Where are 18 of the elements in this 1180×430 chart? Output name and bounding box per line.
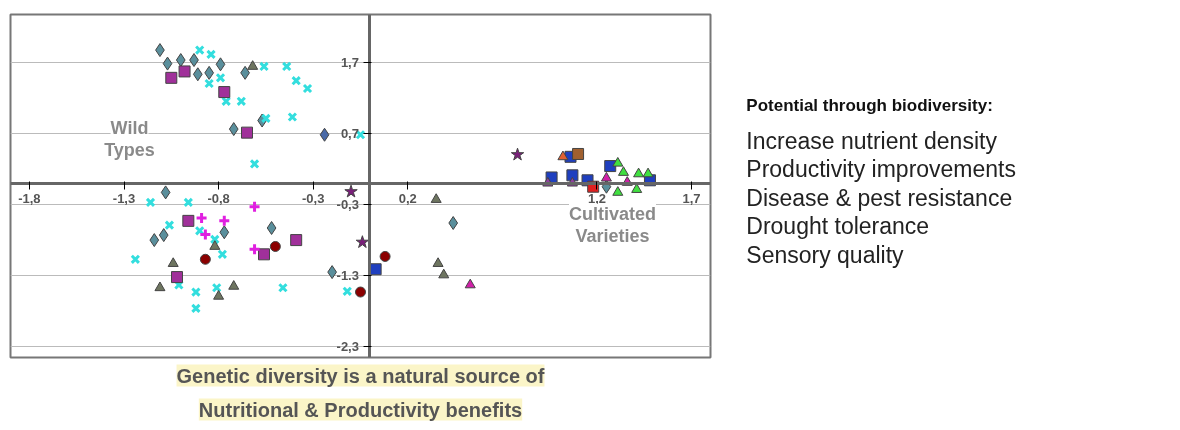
- x-tick-label: -0,3: [302, 191, 325, 207]
- y-tick-label: 0,7: [340, 125, 359, 141]
- y-tick-label: -1.3: [336, 268, 359, 284]
- text: Sensory quality: [746, 241, 905, 268]
- text: Potential through biodiversity:: [746, 96, 993, 116]
- text: Disease & pest resistance: [746, 184, 1013, 211]
- text: Increase nutrient density: [746, 127, 998, 154]
- x-tick-label: 1,7: [682, 191, 701, 207]
- x-tick-label: -1,3: [112, 191, 136, 207]
- x-tick-label: -0,8: [207, 191, 230, 207]
- y-tick-label: 1,7: [340, 54, 359, 70]
- text: Genetic diversity is a natural source of Nutritional & Productivity benefits: [176, 364, 545, 421]
- x-tick-label: 0,2: [398, 191, 417, 207]
- y-tick-label: -2,3: [336, 339, 359, 355]
- annotation: Wild Types: [104, 117, 155, 160]
- text: Drought tolerance: [746, 213, 930, 240]
- text: Productivity improvements: [746, 156, 1016, 183]
- x-tick-label: -1,8: [18, 191, 41, 207]
